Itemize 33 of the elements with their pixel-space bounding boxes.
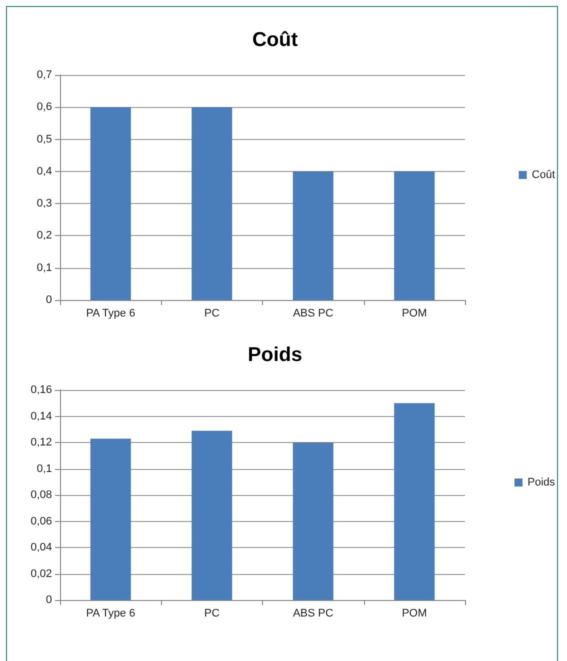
- x-tick-label: ABS PC: [292, 608, 334, 620]
- x-tick-label: PA Type 6: [86, 608, 136, 620]
- y-tick-label: 0,2: [36, 230, 52, 242]
- y-tick-label: 0,08: [30, 489, 52, 501]
- x-tick-label: PA Type 6: [86, 308, 136, 320]
- y-tick-label: 0,06: [30, 515, 52, 528]
- x-tick-label: ABS PC: [292, 308, 334, 320]
- y-tick-label: 0,4: [36, 165, 52, 178]
- y-tick-label: 0,14: [30, 410, 52, 422]
- bar: [192, 430, 232, 600]
- y-tick-label: 0,6: [36, 101, 52, 114]
- bar: [292, 442, 334, 600]
- x-tick-label: POM: [402, 308, 427, 320]
- y-tick-label: 0,04: [30, 542, 52, 554]
- y-tick-label: 0,3: [36, 198, 52, 210]
- y-tick-label: 0,5: [36, 133, 52, 146]
- legend-label: Poids: [527, 476, 556, 488]
- y-tick-label: 0,1: [36, 262, 52, 274]
- chart-title: Poids: [248, 344, 302, 366]
- y-tick-label: 0: [46, 294, 52, 306]
- y-tick-label: 0,16: [30, 384, 52, 396]
- x-tick-label: PC: [204, 308, 220, 320]
- x-tick-label: POM: [402, 608, 427, 620]
- bar: [394, 403, 435, 600]
- y-tick-label: 0,7: [36, 69, 52, 81]
- legend-label: Coût: [532, 169, 556, 181]
- y-tick-label: 0: [46, 594, 52, 606]
- y-tick-label: 0,12: [30, 436, 52, 448]
- chart-title: Coût: [252, 29, 298, 51]
- y-tick-label: 0,02: [30, 568, 52, 580]
- bar: [90, 438, 131, 600]
- y-tick-label: 0,1: [36, 462, 52, 475]
- x-tick-label: PC: [204, 608, 220, 620]
